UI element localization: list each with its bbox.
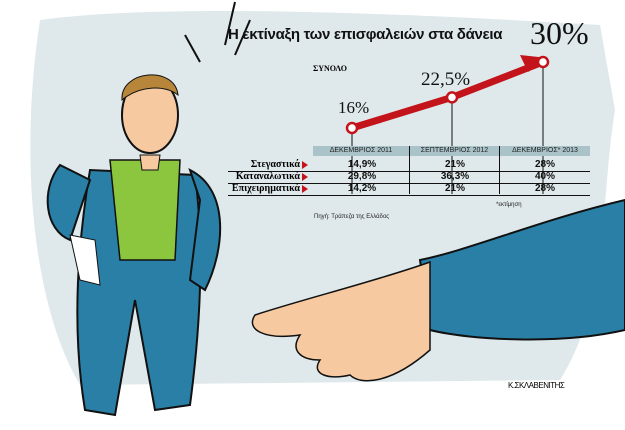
triangle-icon	[302, 161, 308, 169]
row-label: Καταναλωτικά	[235, 171, 300, 182]
row-label: Στεγαστικά	[250, 159, 300, 170]
data-label-2012: 22,5%	[421, 69, 471, 90]
chart-title: Η εκτίναξη των επισφαλειών στα δάνεια	[228, 26, 503, 43]
column-header-2013: ΔΕΚΕΜΒΡΙΟΣ* 2013	[500, 146, 590, 156]
table-cell: 28%	[534, 183, 555, 194]
hand-illustration	[251, 198, 625, 382]
table-cell: 21%	[444, 159, 465, 170]
table-cell: 29,8%	[347, 171, 377, 182]
chart-subtitle: ΣΥΝΟΛΟ	[313, 64, 347, 73]
table-cell: 14,2%	[347, 183, 377, 194]
table-cell: 36,3%	[440, 171, 470, 182]
row-divider	[228, 195, 590, 196]
column-header-2012: ΣΕΠΤΕΜΒΡΙΟΣ 2012	[410, 146, 499, 156]
data-label-2011: 16%	[338, 98, 370, 117]
footnote: *εκτίμηση	[496, 202, 522, 208]
man-illustration	[46, 1, 251, 417]
source: Πηγή: Τράπεζα της Ελλάδος	[314, 214, 390, 220]
table-cell: 28%	[534, 159, 555, 170]
column-divider	[499, 146, 500, 194]
triangle-icon	[302, 173, 308, 181]
table-cell: 40%	[534, 171, 555, 182]
triangle-icon	[302, 185, 308, 193]
row-label: Επιχειρηματικά	[231, 183, 300, 194]
data-label-2013: 30%	[530, 15, 589, 51]
data-point-0	[345, 121, 359, 135]
data-point-2	[536, 55, 550, 69]
data-point-1	[445, 91, 459, 104]
chart	[345, 55, 550, 194]
column-header-2011: ΔΕΚΕΜΒΡΙΟΣ 2011	[313, 146, 409, 156]
table-cell: 14,9%	[347, 159, 377, 170]
table-cell: 21%	[444, 183, 465, 194]
column-divider	[409, 146, 410, 194]
signature: Κ.ΣΚΛΑΒΕΝΙΤΗΣ	[508, 381, 565, 390]
